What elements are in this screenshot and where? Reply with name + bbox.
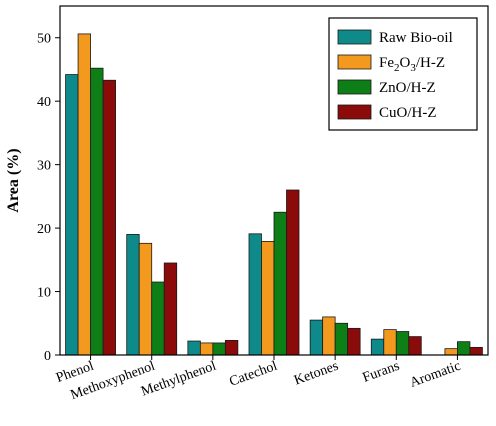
bar bbox=[273, 211, 287, 356]
legend-label: Raw Bio-oil bbox=[379, 30, 453, 46]
legend-swatch bbox=[337, 54, 372, 70]
y-tick-label: 10 bbox=[37, 286, 51, 301]
bar bbox=[395, 331, 410, 356]
bar bbox=[77, 33, 91, 356]
x-tick-label: Furans bbox=[361, 359, 402, 386]
y-tick-label: 50 bbox=[37, 32, 51, 47]
y-tick-label: 40 bbox=[37, 95, 51, 110]
bar bbox=[383, 329, 397, 356]
bars-layer bbox=[65, 33, 483, 356]
legend: Raw Bio-oil Fe2O3/H-Z ZnO/H-Z CuO/H-Z bbox=[328, 17, 478, 131]
y-axis: 0 10 20 30 40 50 bbox=[37, 32, 60, 364]
bar bbox=[151, 281, 165, 356]
bar bbox=[187, 340, 201, 356]
bar bbox=[65, 74, 79, 356]
legend-label: CuO/H-Z bbox=[379, 105, 437, 121]
bar bbox=[286, 189, 300, 356]
bar bbox=[261, 241, 275, 356]
bar bbox=[370, 338, 385, 356]
bar bbox=[309, 319, 324, 356]
legend-swatch bbox=[337, 29, 372, 45]
bar bbox=[90, 67, 104, 356]
y-tick-label: 20 bbox=[37, 222, 51, 237]
bar bbox=[138, 242, 153, 356]
bar bbox=[212, 342, 226, 356]
legend-swatch bbox=[337, 104, 372, 120]
bar bbox=[248, 233, 262, 356]
y-tick-label: 30 bbox=[37, 159, 51, 174]
legend-label: Fe2O3/H-Z bbox=[379, 55, 445, 74]
bar bbox=[322, 316, 336, 356]
bar bbox=[444, 348, 458, 356]
bar bbox=[347, 327, 361, 356]
bar bbox=[224, 340, 239, 356]
x-tick-label: Ketones bbox=[292, 359, 340, 389]
bar bbox=[469, 346, 483, 356]
legend-swatch bbox=[337, 79, 372, 95]
x-tick-label: Aromatic bbox=[408, 359, 463, 391]
bar bbox=[126, 234, 140, 356]
bar bbox=[199, 342, 214, 356]
y-axis-label: Area (%) bbox=[5, 148, 22, 212]
bar bbox=[408, 336, 422, 356]
legend-label: ZnO/H-Z bbox=[379, 80, 436, 96]
y-tick-label: 0 bbox=[44, 349, 51, 364]
bar bbox=[163, 262, 178, 356]
x-tick-label: Catechol bbox=[227, 359, 279, 390]
bar bbox=[334, 322, 349, 356]
bar bbox=[102, 79, 116, 356]
bar bbox=[457, 341, 471, 356]
